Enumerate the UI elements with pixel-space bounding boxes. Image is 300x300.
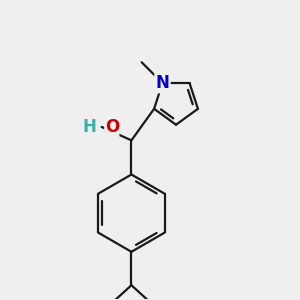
Text: H: H — [82, 118, 97, 136]
Text: N: N — [155, 74, 170, 92]
Text: O: O — [105, 118, 119, 136]
